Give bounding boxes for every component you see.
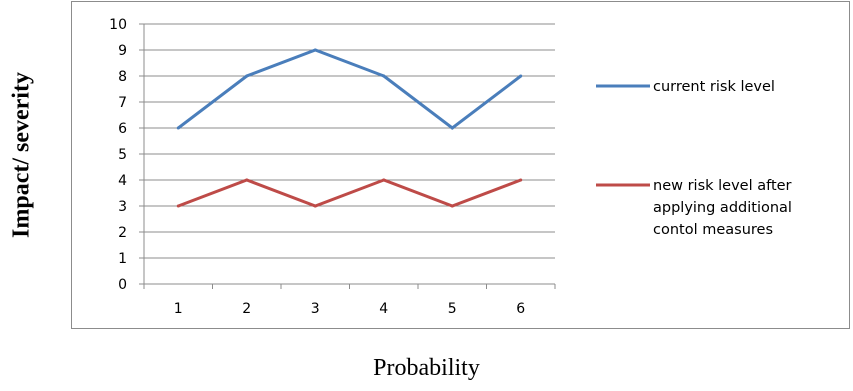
data-point <box>313 204 317 208</box>
y-tick-label: 6 <box>118 121 127 137</box>
x-tick-label: 4 <box>379 301 388 317</box>
chart-frame <box>71 1 850 329</box>
x-tick-label: 6 <box>516 301 525 317</box>
x-tick-labels: 1 2 3 4 5 6 <box>174 301 526 317</box>
y-tick-label: 8 <box>118 69 127 85</box>
series-line-1 <box>177 48 522 130</box>
x-tick-label: 3 <box>311 301 320 317</box>
legend-label-2: new risk level after applying additional c… <box>653 178 792 238</box>
data-point <box>519 74 523 78</box>
x-tick-label: 2 <box>242 301 251 317</box>
data-point <box>245 74 249 78</box>
y-tick-label: 2 <box>118 225 127 241</box>
line-chart: 0 1 2 3 4 5 6 7 8 9 10 1 2 3 4 5 6 current risk level ne… <box>109 17 792 317</box>
y-tick-label: 9 <box>118 43 127 59</box>
x-tick-label: 5 <box>448 301 457 317</box>
series-lines <box>176 48 523 208</box>
data-point <box>245 178 249 182</box>
data-point <box>176 126 180 130</box>
data-point <box>450 126 454 130</box>
x-tick-label: 1 <box>174 301 183 317</box>
data-point <box>313 48 317 52</box>
y-tick-label: 5 <box>118 147 127 163</box>
gridlines <box>144 23 555 259</box>
data-point <box>382 178 386 182</box>
x-axis-title: Probability <box>373 355 480 381</box>
axes <box>139 23 556 289</box>
data-point <box>176 204 180 208</box>
legend: current risk level new risk level after ap… <box>596 79 792 238</box>
y-tick-label: 7 <box>118 95 127 111</box>
y-tick-label: 4 <box>118 173 127 189</box>
data-point <box>519 178 523 182</box>
y-tick-label: 3 <box>118 199 127 215</box>
y-tick-labels: 0 1 2 3 4 5 6 7 8 9 10 <box>109 17 127 293</box>
y-tick-label: 10 <box>109 17 127 33</box>
y-tick-label: 1 <box>118 251 127 267</box>
legend-label-1: current risk level <box>653 79 775 95</box>
data-point <box>382 74 386 78</box>
series-line-2 <box>177 178 522 208</box>
data-point <box>450 204 454 208</box>
y-tick-label: 0 <box>118 277 127 293</box>
